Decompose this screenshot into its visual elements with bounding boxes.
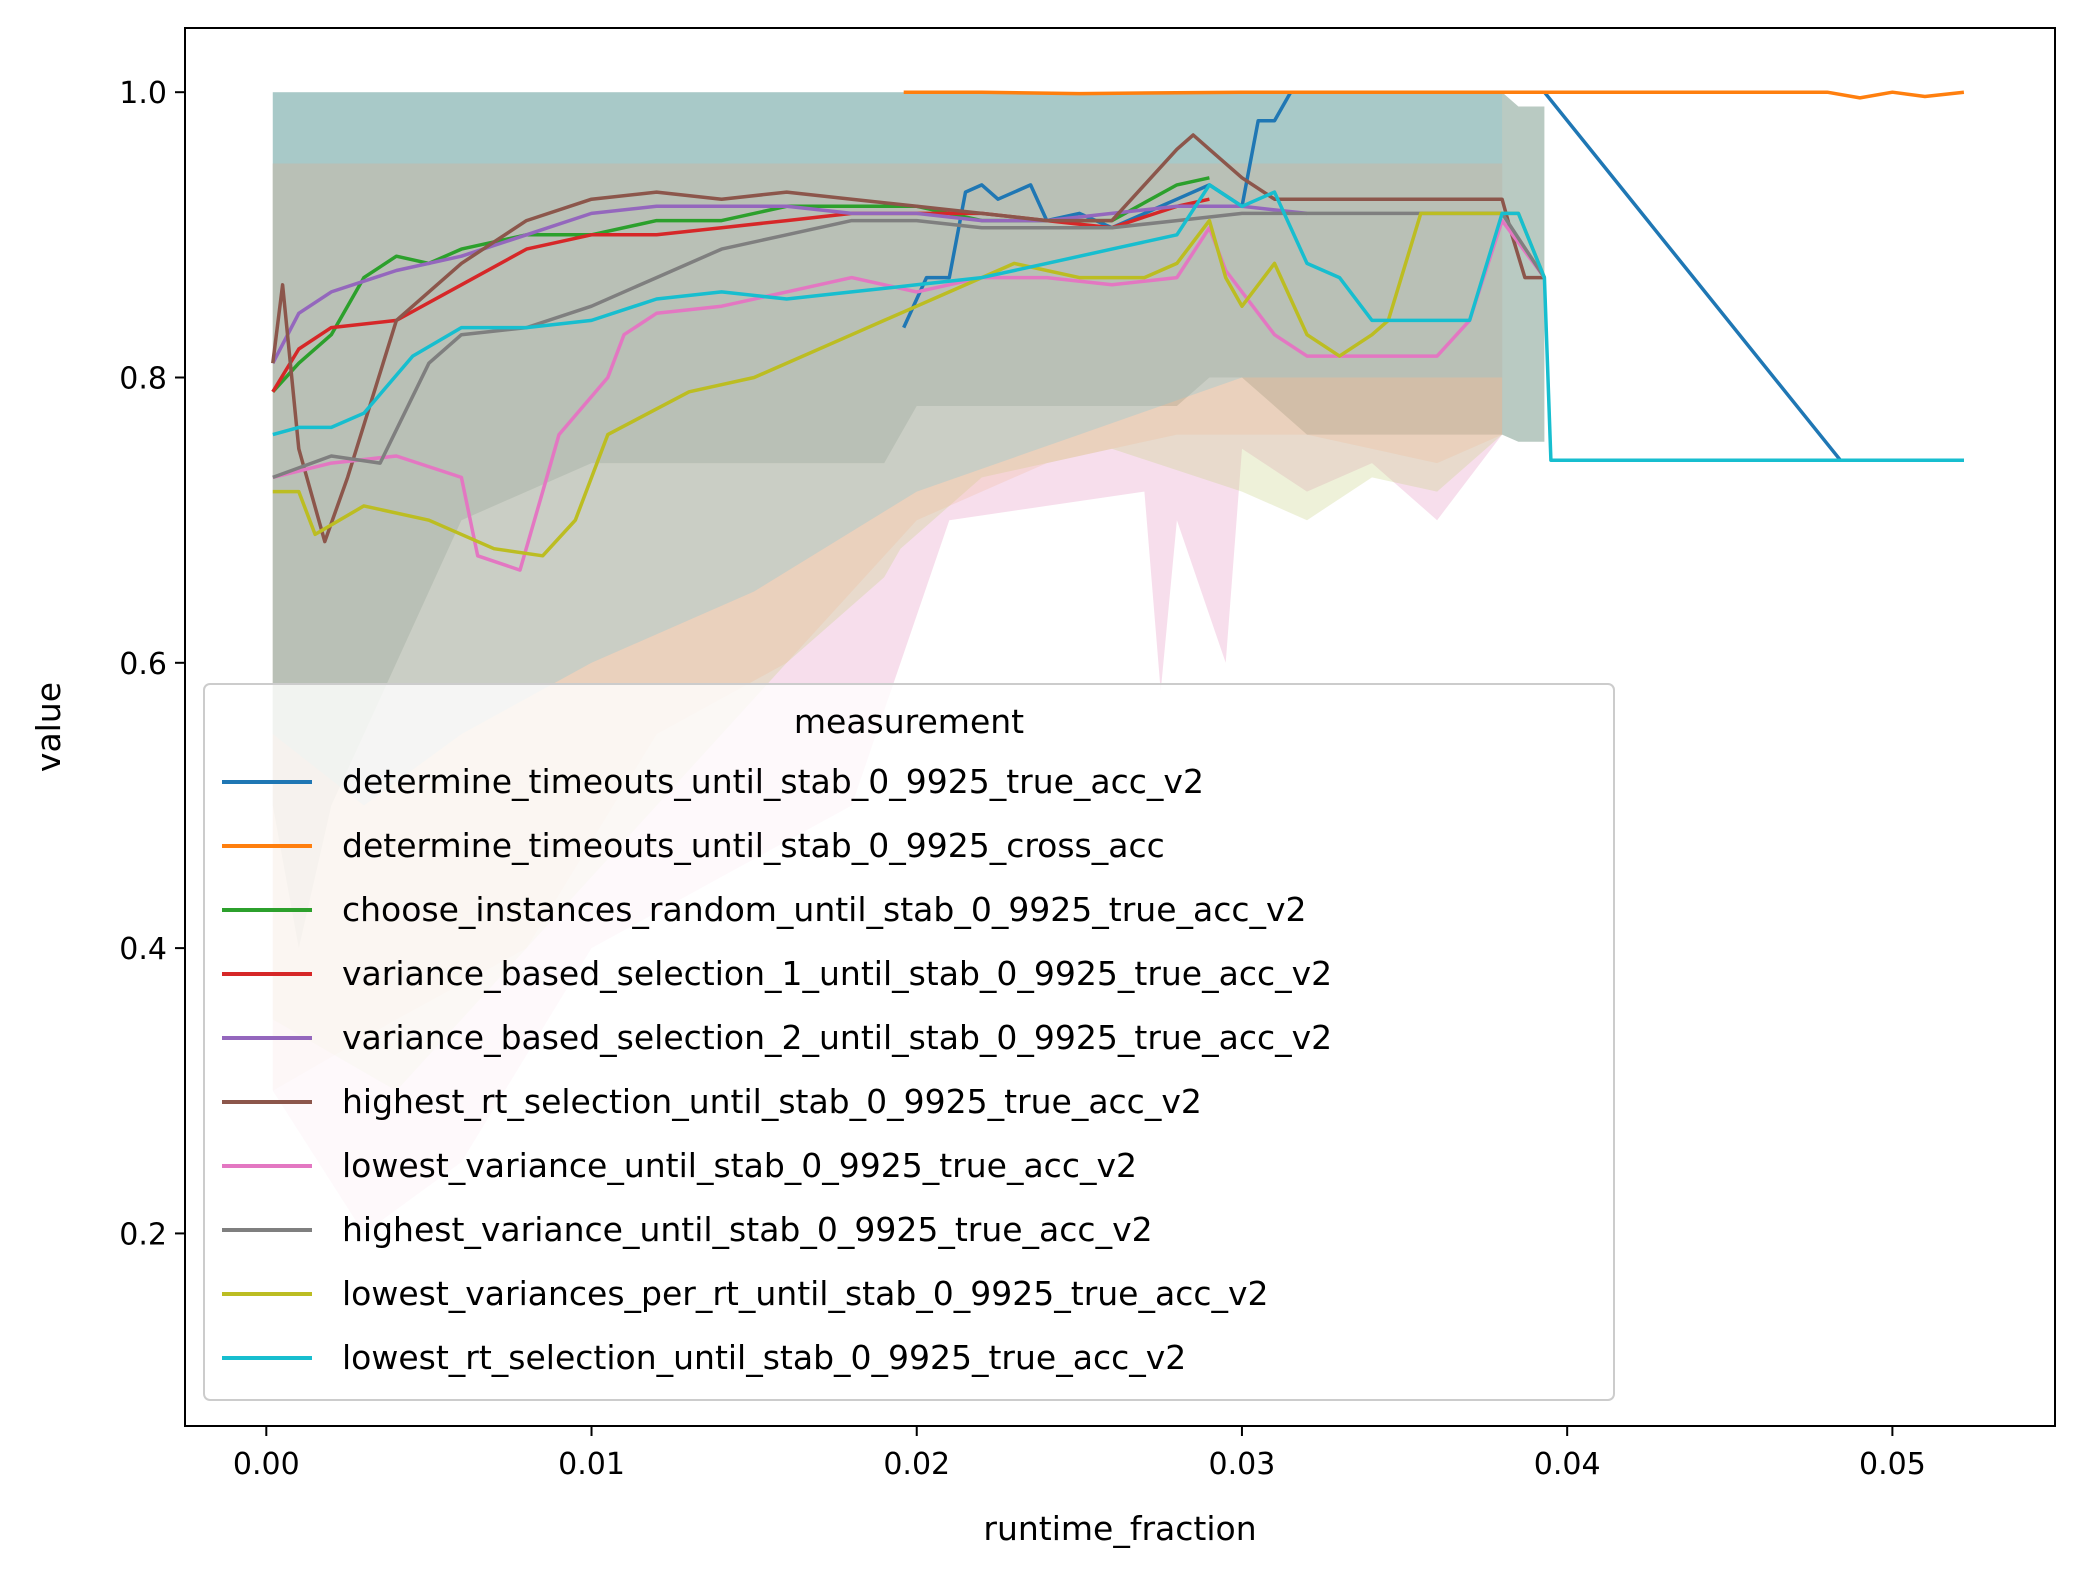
y-tick-label: 0.2	[119, 1217, 167, 1252]
x-tick-label: 0.05	[1859, 1447, 1926, 1482]
series-line-5	[271, 204, 1308, 365]
legend-label-10: lowest_rt_selection_until_stab_0_9925_tr…	[342, 1338, 1186, 1377]
x-axis-label: runtime_fraction	[983, 1509, 1256, 1548]
legend: measurement determine_timeouts_until_sta…	[203, 683, 1615, 1401]
legend-label-5: variance_based_selection_2_until_stab_0_…	[342, 1018, 1332, 1057]
y-tick-label: 0.8	[119, 362, 167, 397]
series-line-8	[272, 211, 1546, 480]
legend-label-1: determine_timeouts_until_stab_0_9925_tru…	[342, 762, 1204, 801]
legend-label-4: variance_based_selection_1_until_stab_0_…	[342, 954, 1332, 993]
legend-label-2: determine_timeouts_until_stab_0_9925_cro…	[342, 826, 1165, 865]
x-axis-ticks: 0.00 0.01 0.02 0.03 0.04 0.05	[233, 1426, 1926, 1482]
y-axis-ticks: 0.2 0.4 0.6 0.8 1.0	[119, 76, 185, 1252]
y-tick-label: 1.0	[119, 76, 167, 111]
series-line-2	[903, 90, 1965, 100]
y-axis-label: value	[29, 682, 68, 772]
legend-label-6: highest_rt_selection_until_stab_0_9925_t…	[342, 1082, 1202, 1121]
y-tick-label: 0.6	[119, 647, 167, 682]
series-line-9	[272, 211, 1547, 558]
x-tick-label: 0.00	[233, 1447, 300, 1482]
x-tick-label: 0.04	[1534, 1447, 1601, 1482]
series-line-7	[272, 218, 1546, 572]
series-lines	[271, 90, 1965, 572]
confidence-band-5	[272, 92, 1503, 806]
legend-label-3: choose_instances_random_until_stab_0_992…	[342, 890, 1307, 929]
x-tick-label: 0.03	[1209, 1447, 1276, 1482]
series-line-4	[271, 197, 1210, 393]
x-tick-label: 0.01	[558, 1447, 625, 1482]
series-line-6	[271, 133, 1545, 544]
plot-frame	[184, 27, 2056, 1427]
legend-label-7: lowest_variance_until_stab_0_9925_true_a…	[342, 1146, 1137, 1185]
legend-title: measurement	[794, 702, 1024, 741]
legend-box	[203, 683, 1615, 1401]
series-line-10	[272, 183, 1964, 462]
x-tick-label: 0.02	[883, 1447, 950, 1482]
legend-label-9: lowest_variances_per_rt_until_stab_0_992…	[342, 1274, 1269, 1313]
legend-label-8: highest_variance_until_stab_0_9925_true_…	[342, 1210, 1153, 1249]
y-tick-label: 0.4	[119, 932, 167, 967]
